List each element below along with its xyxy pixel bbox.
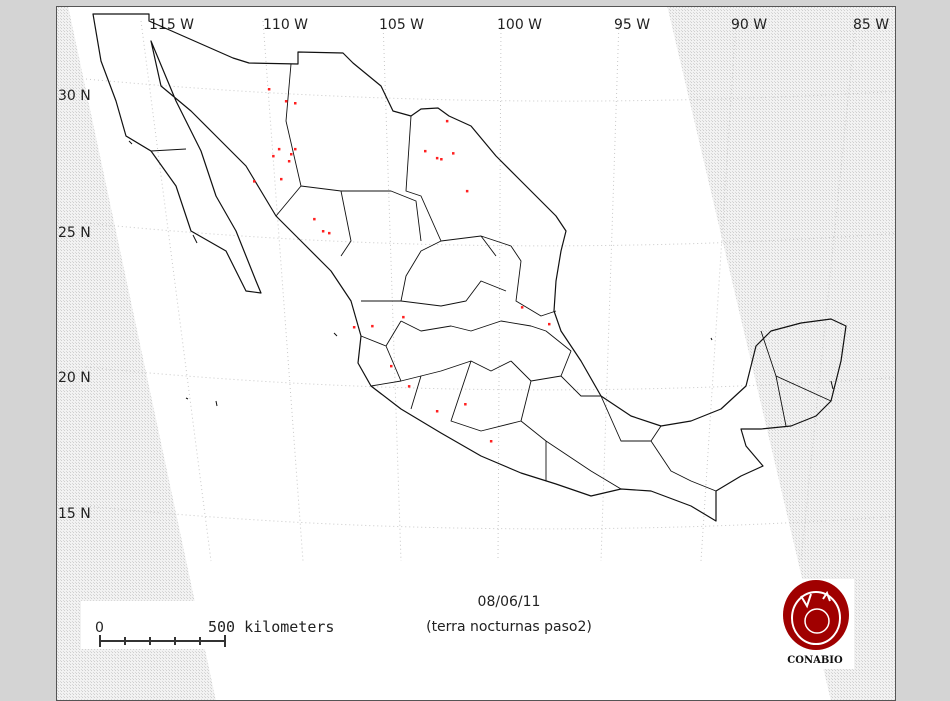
fire-point <box>452 152 455 155</box>
lon-label: 90 W <box>731 17 767 33</box>
scale-end-label: 500 kilometers <box>208 618 334 636</box>
fire-point <box>284 100 288 103</box>
lat-label: 25 N <box>58 225 91 241</box>
fire-point <box>267 88 271 91</box>
lat-label: 20 N <box>58 370 91 386</box>
fire-point <box>277 147 281 151</box>
fire-point <box>435 156 439 160</box>
fire-point <box>352 326 356 329</box>
longitude-labels: 115 W 110 W 105 W 100 W 95 W 90 W 85 W <box>149 17 889 33</box>
fire-point <box>371 324 374 328</box>
graticule <box>85 20 895 562</box>
fire-point <box>407 385 411 388</box>
fire-point <box>435 410 439 413</box>
fire-point <box>313 217 316 221</box>
map-frame: 115 W 110 W 105 W 100 W 95 W 90 W 85 W 3… <box>56 6 896 701</box>
lat-label: 30 N <box>58 88 91 104</box>
scale-bar: 0 500 kilometers <box>81 601 334 649</box>
fire-points <box>253 88 551 443</box>
lon-label: 115 W <box>149 17 194 33</box>
fire-point <box>548 322 551 326</box>
fire-point <box>424 149 427 153</box>
fire-point <box>489 440 493 443</box>
fire-point <box>520 306 524 309</box>
conabio-logo: CONABIO <box>776 579 854 669</box>
mexico-outline <box>92 13 847 522</box>
logo-text: CONABIO <box>787 655 843 666</box>
fire-point <box>440 158 443 161</box>
fire-point <box>272 154 275 158</box>
fire-map: 115 W 110 W 105 W 100 W 95 W 90 W 85 W 3… <box>57 7 895 700</box>
fire-point <box>280 177 283 181</box>
fire-point <box>402 315 405 319</box>
fire-point <box>464 403 467 406</box>
islands <box>128 140 834 407</box>
fire-point <box>287 160 291 163</box>
lon-label: 110 W <box>263 17 308 33</box>
no-coverage-right <box>667 7 895 700</box>
scale-start-label: 0 <box>95 620 104 636</box>
fire-point <box>253 180 256 183</box>
fire-point <box>294 102 297 105</box>
fire-point <box>390 364 393 368</box>
fire-point <box>445 119 449 123</box>
fire-point <box>290 153 293 156</box>
lat-label: 15 N <box>58 506 91 522</box>
map-date: 08/06/11 <box>478 594 541 610</box>
no-coverage-left <box>57 7 216 700</box>
fire-point <box>328 231 331 235</box>
latitude-labels: 30 N 25 N 20 N 15 N <box>58 88 91 522</box>
fire-point <box>465 189 469 193</box>
lon-label: 85 W <box>853 17 889 33</box>
lon-label: 105 W <box>379 17 424 33</box>
lon-label: 100 W <box>497 17 542 33</box>
state-borders <box>125 63 832 492</box>
fire-point <box>321 230 325 233</box>
map-subtitle: (terra nocturnas paso2) <box>426 619 592 635</box>
fire-point <box>294 147 297 151</box>
lon-label: 95 W <box>614 17 650 33</box>
